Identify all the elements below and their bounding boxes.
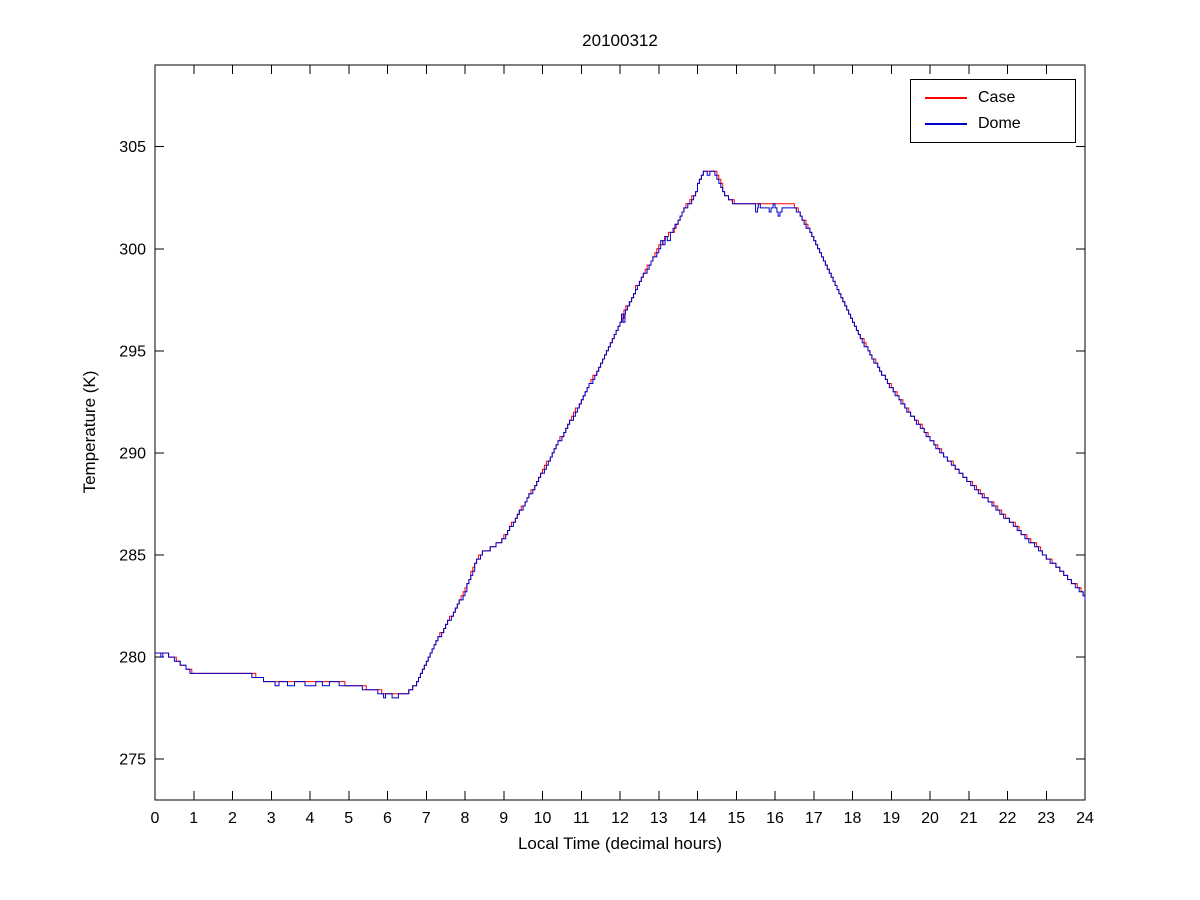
x-tick-label: 0 [151, 810, 160, 827]
axes-box [154, 64, 1086, 801]
y-tick-label: 290 [119, 445, 146, 462]
x-tick-label: 2 [228, 810, 237, 827]
x-tick-label: 7 [422, 810, 431, 827]
x-axis-label: Local Time (decimal hours) [517, 834, 723, 853]
x-tick-label: 13 [650, 810, 668, 827]
legend-entry-dome: Dome [911, 114, 1075, 134]
y-tick-label: 275 [119, 752, 146, 769]
x-tick-label: 10 [534, 810, 552, 827]
y-axis-label: Temperature (K) [80, 370, 99, 494]
x-tick-label: 16 [766, 810, 784, 827]
x-tick-label: 3 [267, 810, 276, 827]
x-tick-label: 24 [1076, 810, 1094, 827]
x-tick-label: 12 [611, 810, 629, 827]
x-tick-label: 11 [573, 810, 590, 827]
y-tick-label: 295 [119, 343, 146, 360]
legend-entry-case: Case [911, 88, 1075, 108]
x-tick-label: 21 [960, 810, 978, 827]
y-tick-label: 305 [119, 139, 146, 156]
x-tick-label: 4 [306, 810, 315, 827]
x-tick-label: 1 [189, 810, 198, 827]
x-tick-label: 20 [921, 810, 939, 827]
x-tick-label: 23 [1037, 810, 1055, 827]
x-tick-label: 6 [383, 810, 392, 827]
x-tick-label: 5 [344, 810, 353, 827]
legend-label-dome: Dome [978, 115, 1021, 132]
x-tick-label: 8 [461, 810, 470, 827]
y-tick-label: 280 [119, 650, 146, 667]
chart-title: 20100312 [582, 31, 658, 50]
y-tick-label: 285 [119, 548, 146, 565]
legend-line-dome-icon [925, 123, 967, 125]
x-tick-label: 18 [844, 810, 862, 827]
legend: Case Dome [910, 79, 1076, 143]
case-line [155, 170, 1086, 695]
x-tick-label: 15 [727, 810, 745, 827]
x-tick-label: 22 [999, 810, 1017, 827]
y-tick-label: 300 [119, 241, 146, 258]
x-tick-label: 14 [689, 810, 707, 827]
legend-line-case-icon [925, 97, 967, 99]
x-tick-label: 9 [499, 810, 508, 827]
dome-line [155, 170, 1086, 699]
x-tick-label: 19 [882, 810, 900, 827]
legend-label-case: Case [978, 89, 1016, 106]
x-tick-label: 17 [805, 810, 823, 827]
